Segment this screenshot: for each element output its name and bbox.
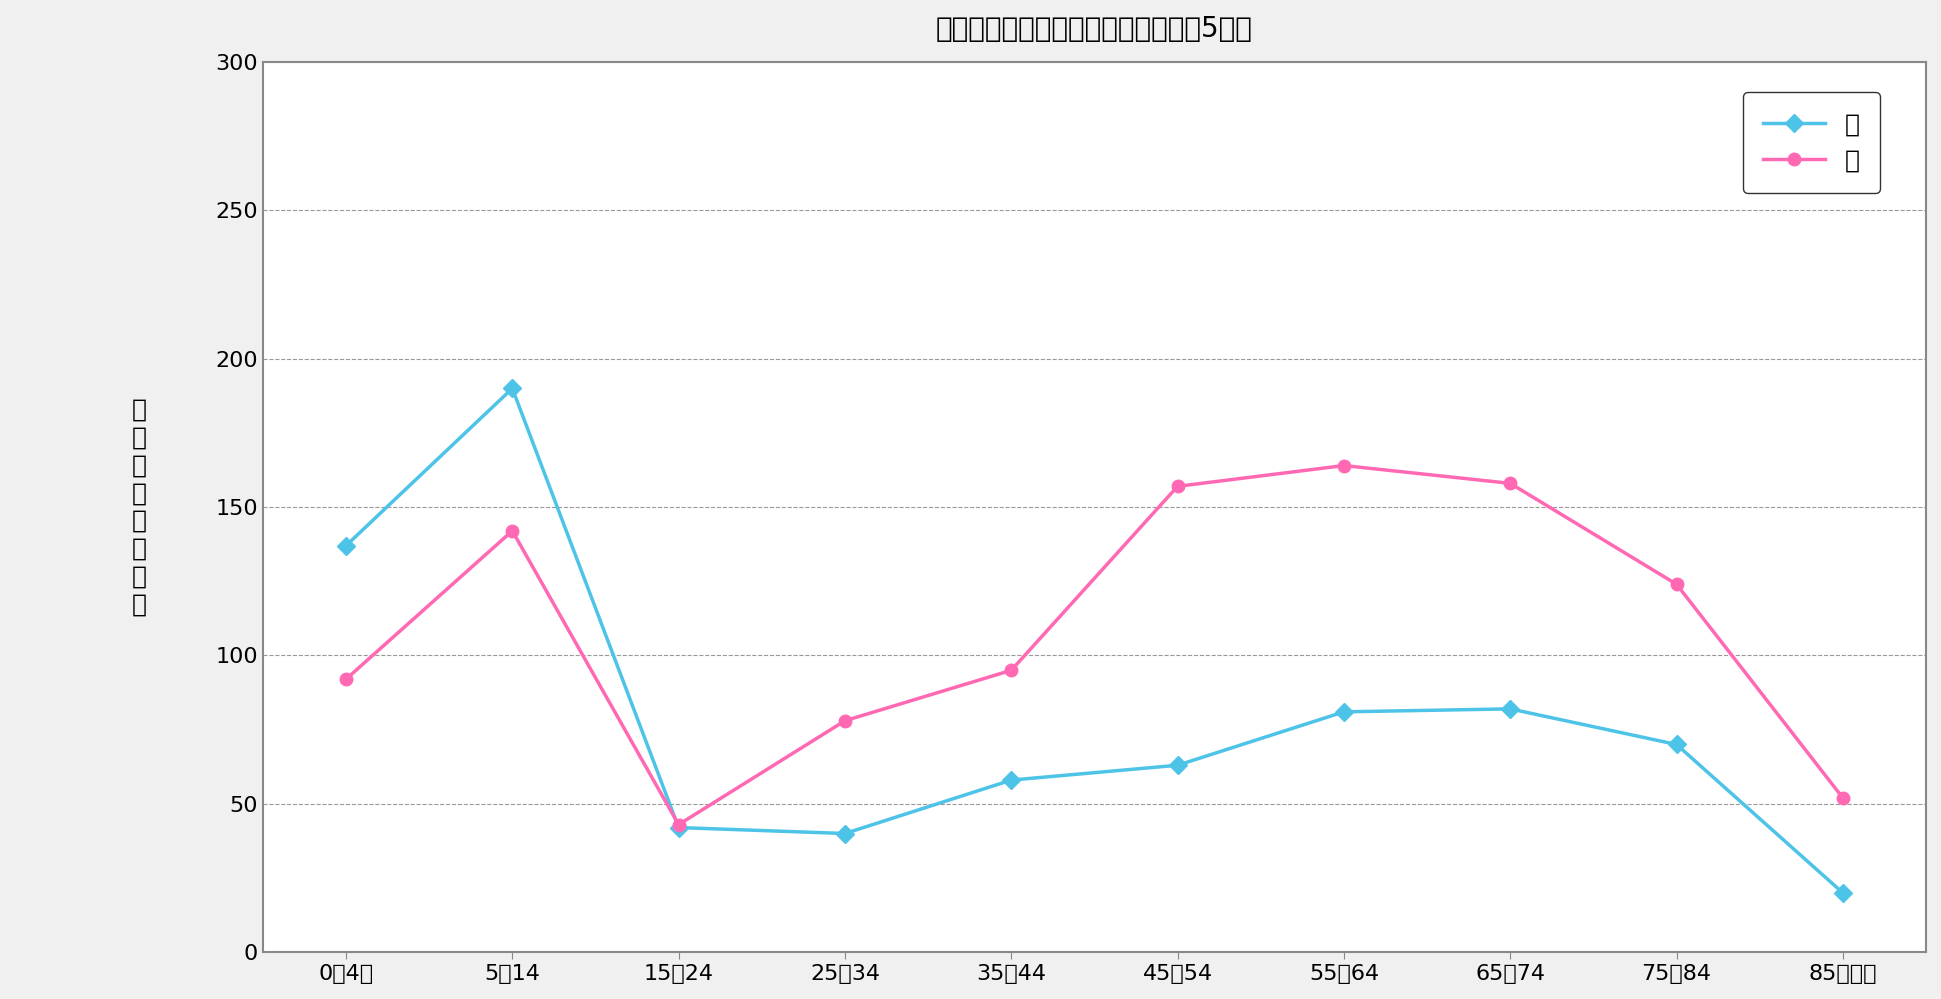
- Legend: 男, 女: 男, 女: [1743, 92, 1881, 193]
- 男: [501, 383, 524, 395]
- 女: [1498, 478, 1522, 490]
- 女: [1167, 481, 1190, 493]
- 女: [1830, 792, 1854, 804]
- 女: [1000, 664, 1023, 676]
- 女: [668, 818, 691, 830]
- 男: [1830, 887, 1854, 899]
- 男: [668, 821, 691, 833]
- 男: [833, 827, 856, 839]
- 女: [501, 524, 524, 536]
- 男: [334, 539, 357, 551]
- 男: [1498, 703, 1522, 715]
- Line: 女: 女: [340, 460, 1850, 831]
- 女: [334, 673, 357, 685]
- Y-axis label: 総
患
者
数
（
千
人
）: 総 患 者 数 （ 千 人 ）: [132, 398, 146, 616]
- Title: 喘息の年齢別・性別総患者数（令和5年）: 喘息の年齢別・性別総患者数（令和5年）: [936, 15, 1252, 43]
- 男: [1665, 738, 1689, 750]
- 女: [833, 714, 856, 726]
- 男: [1167, 759, 1190, 771]
- 女: [1332, 460, 1355, 472]
- 女: [1665, 578, 1689, 590]
- 男: [1000, 774, 1023, 786]
- Line: 男: 男: [340, 383, 1850, 899]
- 男: [1332, 706, 1355, 718]
